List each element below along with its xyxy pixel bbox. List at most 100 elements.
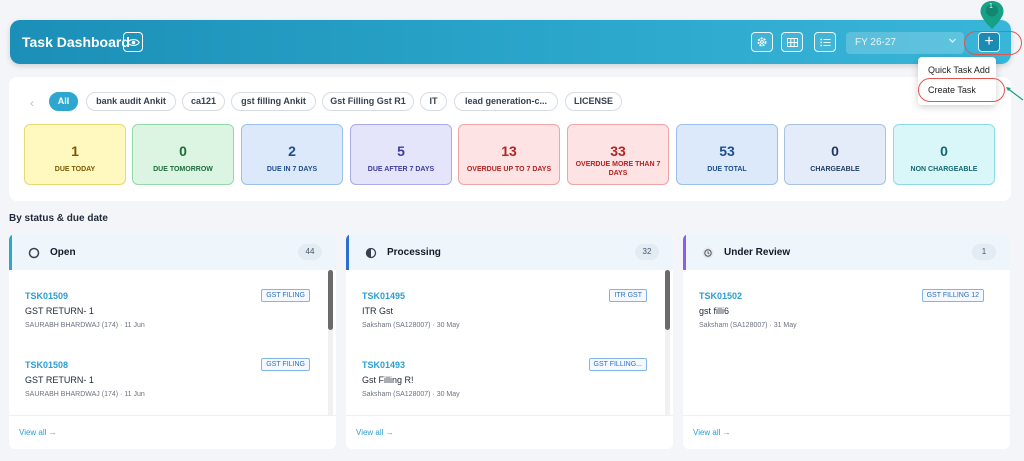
status-count-badge: 32 [635, 244, 659, 260]
task-id-link[interactable]: TSK01493 [362, 360, 406, 370]
task-id-link[interactable]: TSK01495 [362, 291, 406, 301]
task-title: ITR Gst [362, 306, 393, 316]
task-card[interactable]: TSK01493 GST FILLING... Gst Filling R! Saks… [362, 358, 647, 420]
tour-pin-icon [980, 1, 1004, 29]
fy-select-value: FY 26-27 [855, 37, 896, 48]
summary-card[interactable]: 2 DUE IN 7 DAYS [241, 124, 343, 185]
filter-chip[interactable]: IT [420, 92, 447, 111]
task-category-badge: GST FILING [261, 358, 310, 371]
scrollbar-track[interactable] [665, 270, 670, 415]
task-assignee-date: Saksham (SA128007) · 31 May [699, 322, 797, 329]
task-id-link[interactable]: TSK01502 [699, 291, 743, 301]
summary-card-label: OVERDUE UP TO 7 DAYS [466, 166, 552, 173]
scrollbar-track[interactable] [328, 270, 333, 415]
summary-card-label: NON CHARGEABLE [910, 166, 978, 173]
task-title: GST RETURN- 1 [25, 375, 94, 385]
task-card[interactable]: TSK01502 GST FILLING 12 gst filli6 Saksham … [699, 289, 984, 351]
gear-icon[interactable] [751, 32, 773, 52]
summary-card-value: 33 [610, 143, 626, 159]
scrollbar-thumb[interactable] [328, 270, 333, 330]
filter-chip[interactable]: lead generation-c... [454, 92, 558, 111]
chevron-left-icon[interactable]: ‹ [30, 96, 34, 110]
view-all-link[interactable]: View all → [356, 428, 394, 437]
task-id-link[interactable]: TSK01509 [25, 291, 69, 301]
summary-card[interactable]: 5 DUE AFTER 7 DAYS [350, 124, 452, 185]
status-column-header: Under Review 1 [683, 234, 1010, 270]
status-column-title: Open [50, 247, 76, 258]
task-card[interactable]: TSK01508 GST FILING GST RETURN- 1 SAURABH B… [25, 358, 310, 420]
filter-chip[interactable]: LICENSE [565, 92, 622, 111]
task-title: Gst Filling R! [362, 375, 414, 385]
quick-task-add-item[interactable]: Quick Task Add [928, 65, 990, 75]
status-column-footer: View all → [9, 415, 336, 449]
filter-chip[interactable]: gst filling Ankit [231, 92, 316, 111]
add-task-dropdown: Quick Task Add Create Task [918, 57, 996, 105]
summary-card-label: DUE TODAY [54, 166, 96, 173]
summary-card-value: 2 [288, 143, 296, 159]
tour-arrow-icon [1006, 87, 1024, 101]
summary-card[interactable]: 13 OVERDUE UP TO 7 DAYS [458, 124, 560, 185]
summary-card-value: 0 [179, 143, 187, 159]
summary-card-value: 13 [501, 143, 517, 159]
status-column-footer: View all → [683, 415, 1010, 449]
scrollbar-thumb[interactable] [665, 270, 670, 330]
list-view-icon[interactable] [814, 32, 836, 52]
summary-card-label: DUE TOMORROW [153, 166, 213, 173]
task-category-badge: GST FILING [261, 289, 310, 302]
task-assignee-date: Saksham (SA128007) · 30 May [362, 391, 460, 398]
status-column-header: Open 44 [9, 234, 336, 270]
tour-step-number: 1 [989, 3, 993, 10]
view-all-link[interactable]: View all → [693, 428, 731, 437]
summary-card[interactable]: 0 CHARGEABLE [784, 124, 886, 185]
highlight-ring [964, 31, 1022, 55]
filter-chip[interactable]: Gst Filling Gst R1 [322, 92, 414, 111]
highlight-ring [918, 78, 1005, 102]
task-title: gst filli6 [699, 306, 730, 316]
fy-select[interactable]: FY 26-27 [846, 32, 964, 54]
summary-card-label: CHARGEABLE [810, 166, 860, 173]
chevron-down-icon [948, 36, 957, 48]
status-column: Processing 32 TSK01495 ITR GST ITR Gst Saksha… [346, 234, 673, 449]
summary-card[interactable]: 33 OVERDUE MORE THAN 7 DAYS [567, 124, 669, 185]
status-column-footer: View all → [346, 415, 673, 449]
status-column-header: Processing 32 [346, 234, 673, 270]
summary-card-value: 5 [397, 143, 405, 159]
task-id-link[interactable]: TSK01508 [25, 360, 69, 370]
task-assignee-date: SAURABH BHARDWAJ (174) · 11 Jun [25, 322, 145, 329]
status-column-title: Under Review [724, 247, 791, 258]
summary-card-label: DUE TOTAL [707, 166, 747, 173]
filter-chip[interactable]: bank audit Ankit [86, 92, 176, 111]
status-count-badge: 44 [298, 244, 322, 260]
summary-card-value: 1 [71, 143, 79, 159]
task-assignee-date: SAURABH BHARDWAJ (174) · 11 Jun [25, 391, 145, 398]
summary-card-value: 0 [831, 143, 839, 159]
summary-card-label: DUE AFTER 7 DAYS [367, 166, 435, 173]
filter-chip[interactable]: ca121 [182, 92, 225, 111]
add-task-button[interactable]: + [978, 32, 1000, 52]
task-title: GST RETURN- 1 [25, 306, 94, 316]
summary-card-value: 53 [719, 143, 735, 159]
dashboard-header: Task Dashboard FY 26-27 + [10, 20, 1011, 64]
summary-card[interactable]: 53 DUE TOTAL [676, 124, 778, 185]
half-circle-icon [365, 246, 377, 259]
task-card[interactable]: TSK01495 ITR GST ITR Gst Saksham (SA128007)… [362, 289, 647, 351]
task-assignee-date: Saksham (SA128007) · 30 May [362, 322, 460, 329]
summary-card-label: OVERDUE MORE THAN 7 DAYS [575, 161, 661, 177]
clock-icon [702, 246, 714, 259]
status-count-badge: 1 [972, 244, 996, 260]
open-circle-icon [28, 246, 40, 259]
summary-card[interactable]: 0 DUE TOMORROW [132, 124, 234, 185]
grid-view-icon[interactable] [781, 32, 803, 52]
summary-card-label: DUE IN 7 DAYS [266, 166, 318, 173]
summary-card[interactable]: 0 NON CHARGEABLE [893, 124, 995, 185]
page-title: Task Dashboard [22, 34, 130, 50]
task-card[interactable]: TSK01509 GST FILING GST RETURN- 1 SAURABH B… [25, 289, 310, 351]
summary-card-value: 0 [940, 143, 948, 159]
status-column-title: Processing [387, 247, 441, 258]
filter-chip[interactable]: All [49, 92, 78, 111]
eye-icon[interactable] [123, 32, 143, 52]
task-category-badge: GST FILLING... [588, 358, 647, 371]
create-task-item[interactable]: Create Task [928, 85, 976, 95]
summary-card[interactable]: 1 DUE TODAY [24, 124, 126, 185]
view-all-link[interactable]: View all → [19, 428, 57, 437]
